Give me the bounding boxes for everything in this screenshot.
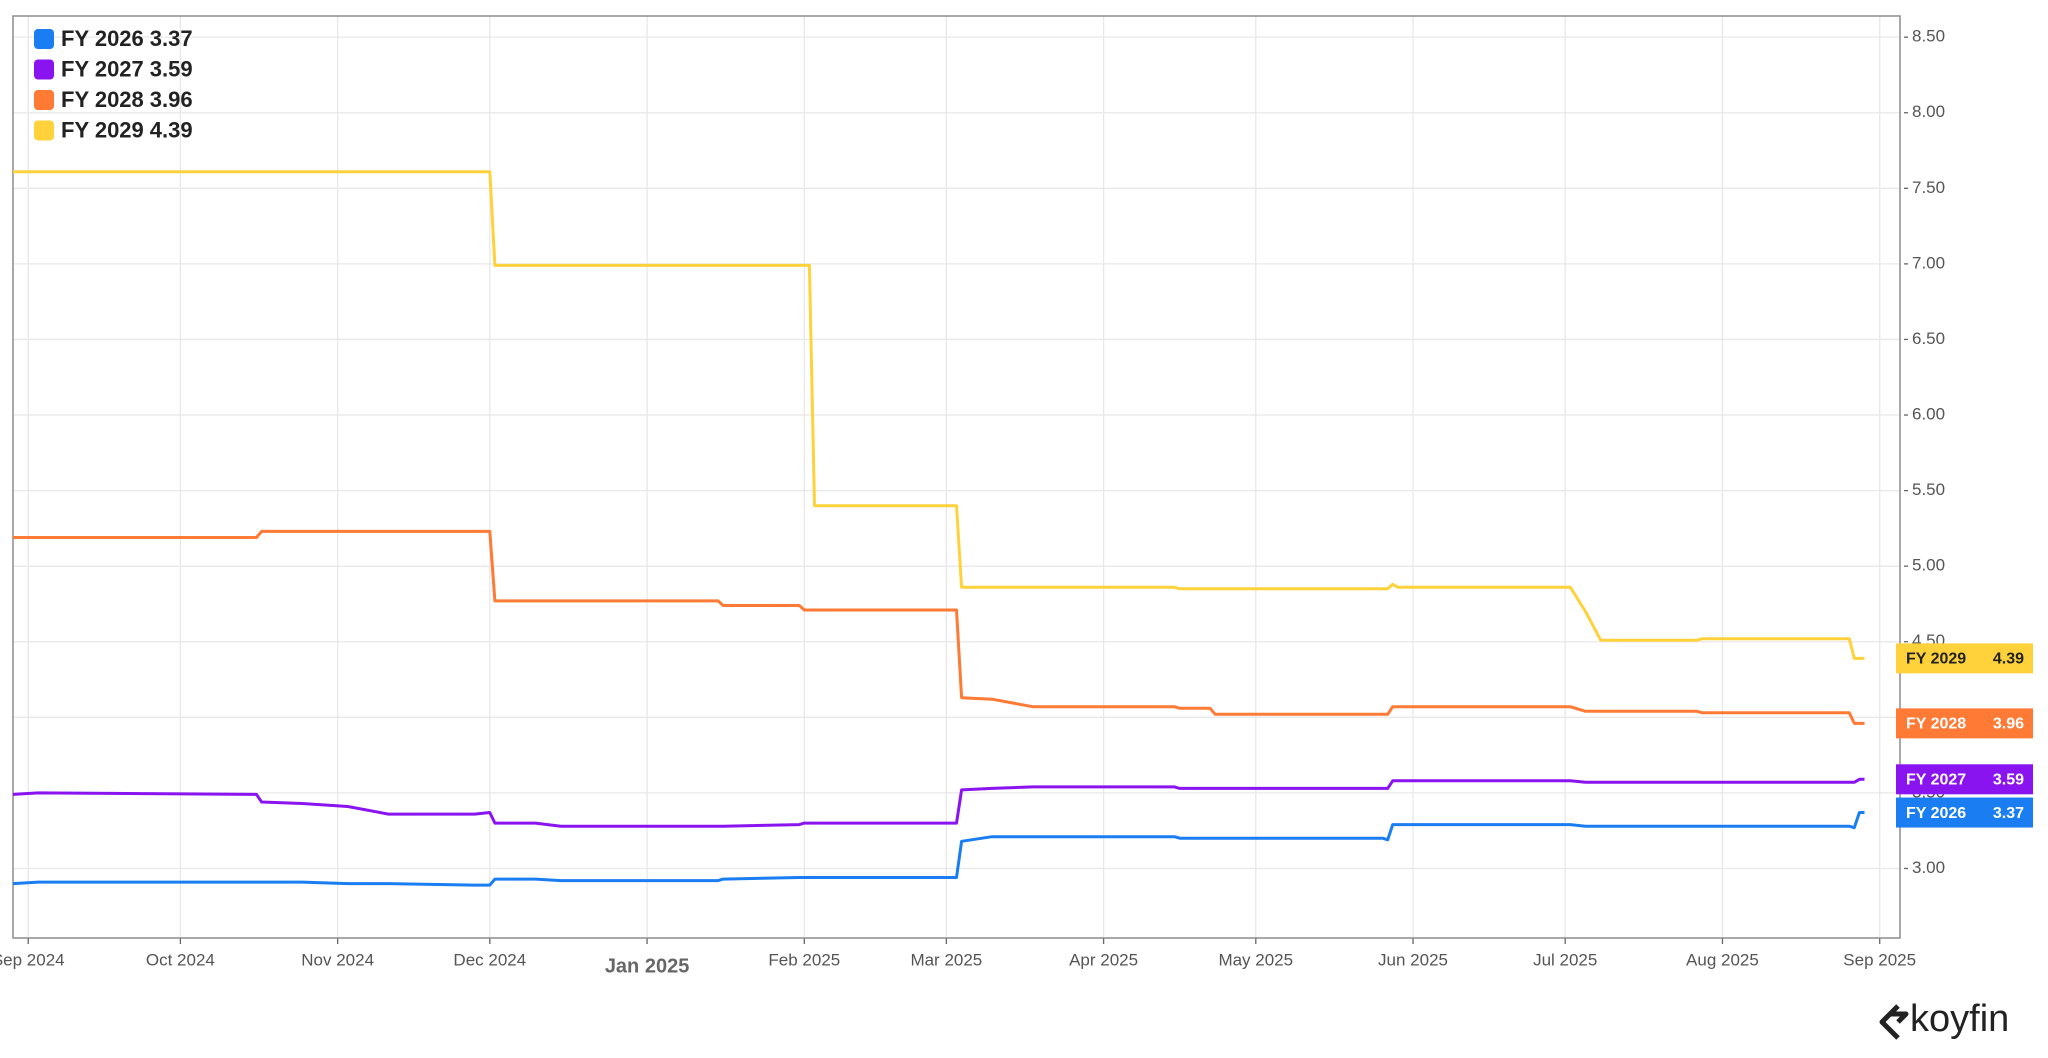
x-tick-label: Sep 2025 [1843,950,1916,969]
y-tick-label: 8.50 [1912,27,1945,46]
legend-value: 4.39 [150,117,193,142]
end-tag-box [1896,708,2033,739]
x-tick-label: Aug 2025 [1686,950,1759,969]
series-line [13,170,1865,660]
end-tag-value: 3.59 [1993,772,2024,789]
x-tick-label: May 2025 [1218,950,1293,969]
y-tick-label: 5.50 [1912,480,1945,499]
x-tick-label: Sep 2024 [0,950,65,969]
legend-swatch [34,29,54,49]
watermark-logo [1879,1004,1909,1040]
series-line [12,777,1865,828]
y-tick-label: 6.50 [1912,329,1945,348]
end-tag-value: 4.39 [1993,651,2024,668]
legend-value: 3.59 [150,56,193,81]
y-tick-label: 8.00 [1912,102,1945,121]
x-tick-label: Feb 2025 [768,950,840,969]
y-tick-label: 6.00 [1912,405,1945,424]
legend-name: FY 2027 [61,56,144,81]
legend-name: FY 2028 [61,87,144,112]
x-tick-label: Jul 2025 [1533,950,1597,969]
end-tag-box [1896,797,2033,828]
legend-entry: FY 2026 3.37 [61,26,193,51]
y-tick-label: 7.00 [1912,253,1945,272]
y-tick-label: 7.50 [1912,178,1945,197]
end-tag: FY 2026 3.37 [1896,797,2033,828]
end-tag-name: FY 2026 [1906,805,1966,822]
series-line [13,529,1865,725]
end-tag: FY 2028 3.96 [1896,708,2033,739]
grid [13,16,1900,938]
end-tag-box [1896,764,2033,795]
y-tick-label: 5.00 [1912,556,1945,575]
x-tick-label: Jun 2025 [1378,950,1448,969]
end-tag: FY 2029 4.39 [1896,643,2033,674]
legend-value: 3.96 [150,87,193,112]
legend-name: FY 2029 [61,117,144,142]
end-tag-name: FY 2028 [1906,716,1966,733]
y-tick-label: 3.00 [1912,858,1945,877]
x-tick-label: Dec 2024 [453,950,526,969]
x-tick-label: Apr 2025 [1069,950,1138,969]
legend-entry: FY 2029 4.39 [61,117,193,142]
x-tick-label: Oct 2024 [146,950,215,969]
legend-entry: FY 2027 3.59 [61,56,193,81]
legend-swatch [34,59,54,80]
legend-swatch [34,120,54,141]
plot-frame [12,15,1901,939]
legend-swatch [34,90,54,110]
x-tick-label: Mar 2025 [910,950,982,969]
end-tag-value: 3.96 [1993,716,2024,733]
x-tick-label: Nov 2024 [301,950,374,969]
watermark: koyfin [1910,998,2009,1040]
end-tag-name: FY 2027 [1906,772,1966,789]
legend-name: FY 2026 [61,26,144,51]
series-line [12,811,1865,887]
end-tag-box [1896,643,2033,674]
x-tick-label: Jan 2025 [605,955,690,977]
legend-entry: FY 2028 3.96 [61,87,193,112]
end-tag-value: 3.37 [1993,805,2024,822]
legend-value: 3.37 [150,26,193,51]
end-tag-name: FY 2029 [1906,651,1966,668]
end-tag: FY 2027 3.59 [1896,764,2033,795]
